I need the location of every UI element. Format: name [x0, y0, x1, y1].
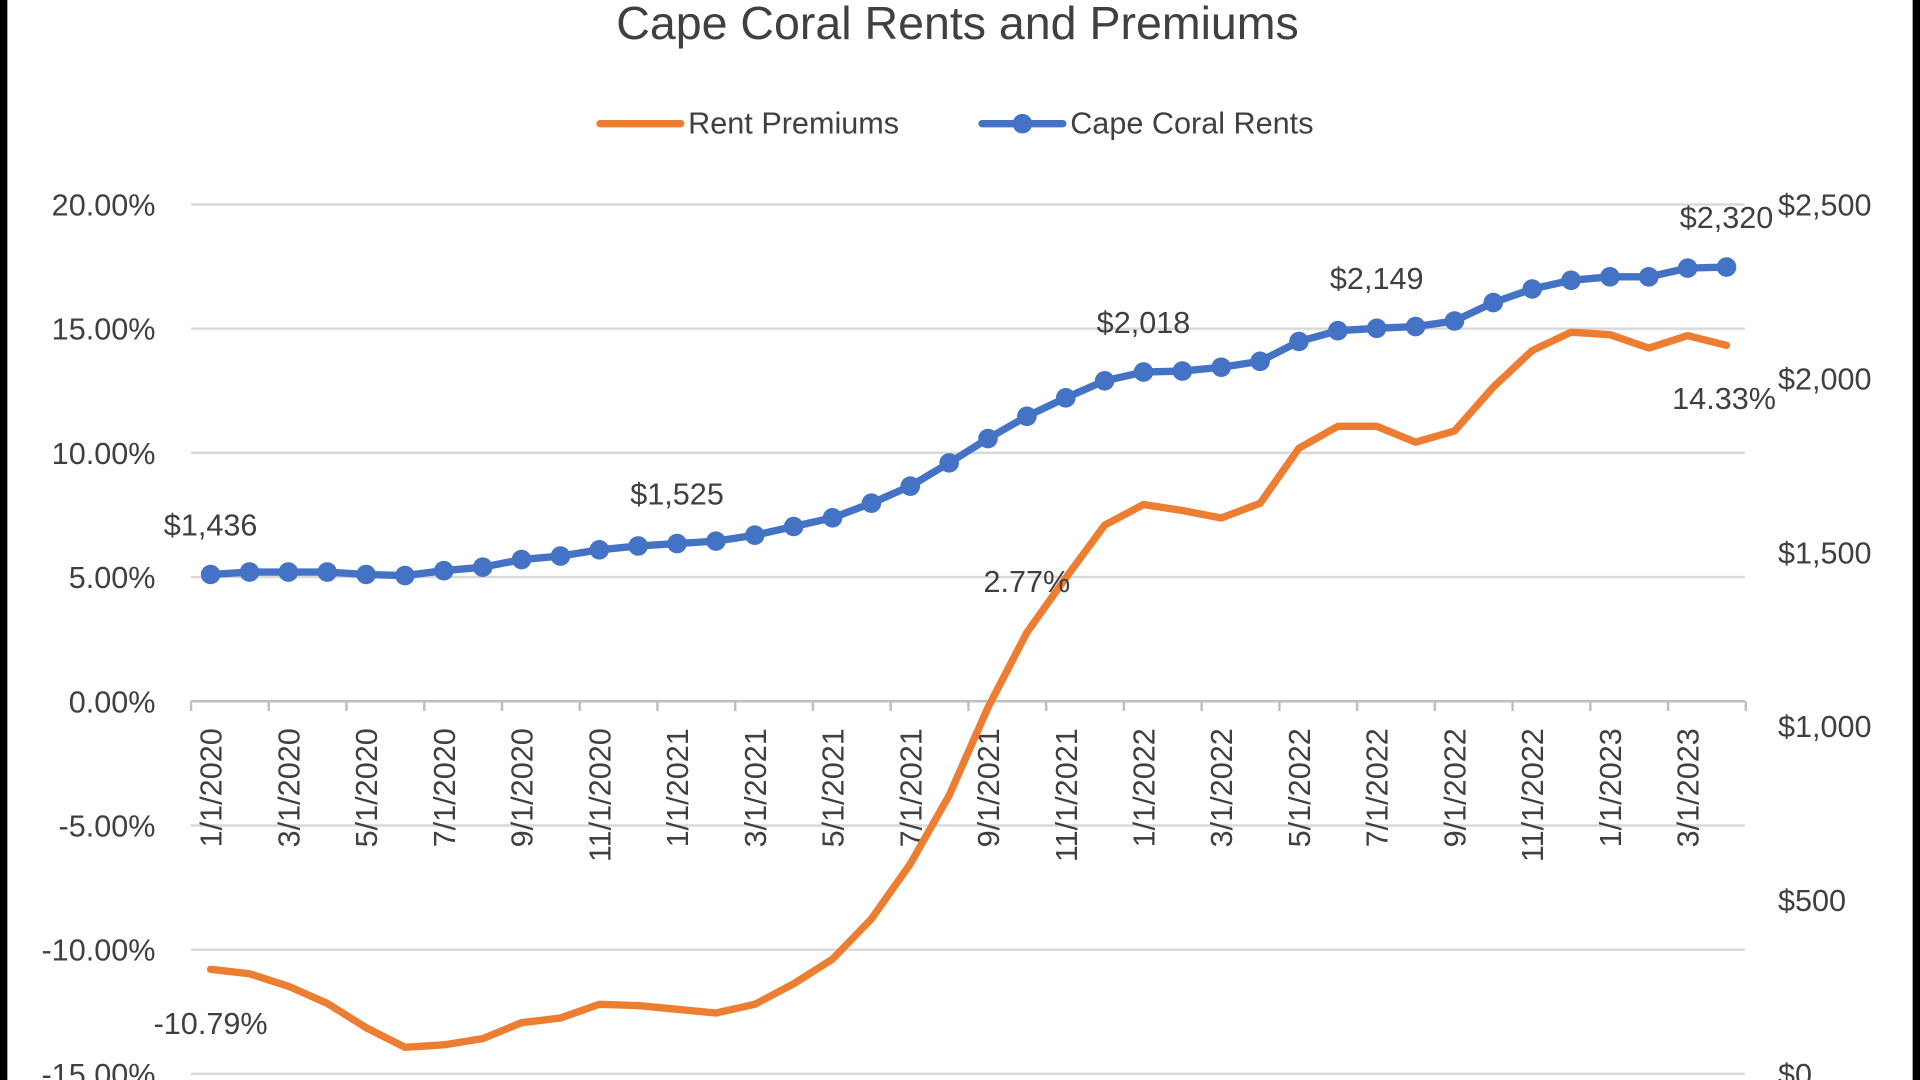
data-label: -10.79% [154, 1007, 268, 1041]
x-tick-label: 11/1/2021 [1050, 728, 1084, 862]
data-point [822, 508, 843, 528]
x-tick-label: 9/1/2021 [972, 728, 1006, 847]
x-tick-label: 9/1/2020 [506, 728, 540, 847]
data-point [1483, 292, 1504, 313]
y-right-tick-label: $1,000 [1778, 710, 1872, 744]
data-label: $2,149 [1330, 262, 1424, 296]
x-tick-label: 7/1/2020 [428, 728, 462, 847]
data-point [200, 564, 221, 585]
x-tick-label: 11/1/2022 [1516, 728, 1550, 862]
chart-border-right [1912, 0, 1920, 1080]
chart-border-left [0, 0, 8, 1080]
x-tick-label: 3/1/2020 [272, 728, 306, 847]
data-point [1055, 388, 1076, 408]
x-tick-label: 1/1/2023 [1594, 728, 1628, 847]
y-left-tick-label: -5.00% [59, 810, 156, 844]
data-label: $2,018 [1097, 306, 1191, 340]
data-point [900, 476, 921, 496]
data-point [550, 546, 571, 566]
data-point [744, 525, 765, 546]
y-right-tick-label: $2,500 [1778, 189, 1872, 223]
data-point [317, 562, 338, 582]
data-point [1172, 361, 1193, 381]
data-label: 2.77% [983, 565, 1070, 599]
data-point [589, 540, 610, 560]
x-tick-label: 3/1/2022 [1205, 728, 1239, 847]
x-tick-label: 1/1/2020 [195, 728, 229, 847]
data-point [1405, 316, 1426, 337]
x-tick-label: 9/1/2022 [1438, 728, 1472, 847]
data-point [278, 562, 299, 582]
data-label: 14.33% [1672, 382, 1776, 416]
x-tick-label: 3/1/2021 [739, 728, 773, 847]
data-point [783, 516, 804, 537]
y-left-tick-label: 0.00% [69, 685, 156, 719]
data-point [978, 428, 998, 449]
data-point [1638, 267, 1659, 287]
y-left-tick-label: 15.00% [52, 313, 156, 347]
legend-label-rent-premiums: Rent Premiums [688, 106, 899, 140]
y-right-tick-label: $2,000 [1778, 362, 1872, 396]
data-point [1677, 258, 1698, 278]
data-label: $2,320 [1680, 201, 1774, 235]
x-tick-label: 11/1/2020 [583, 728, 617, 862]
data-point [1561, 270, 1581, 291]
data-point [939, 453, 959, 473]
series-line-rent-premiums [206, 328, 1731, 1051]
data-point [706, 531, 726, 551]
y-left-tick-label: 20.00% [52, 189, 156, 223]
legend-label-cape-coral-rents: Cape Coral Rents [1070, 106, 1313, 140]
data-point [1211, 357, 1232, 378]
y-left-tick-label: -10.00% [41, 934, 155, 968]
x-tick-label: 5/1/2020 [350, 728, 384, 847]
data-point [1444, 311, 1465, 331]
y-right-tick-label: $0 [1778, 1058, 1812, 1080]
data-point [1600, 267, 1620, 287]
y-right-tick-label: $1,500 [1778, 536, 1872, 570]
y-left-tick-label: 10.00% [52, 437, 156, 471]
data-point [628, 536, 648, 556]
x-tick-label: 1/1/2022 [1128, 728, 1162, 847]
x-tick-label: 7/1/2022 [1361, 728, 1395, 847]
x-tick-label: 1/1/2021 [661, 728, 695, 847]
x-tick-label: 5/1/2021 [817, 728, 851, 847]
data-point [861, 493, 882, 514]
series-line-cape-coral-rents [206, 263, 1731, 580]
data-point [1133, 362, 1154, 382]
data-point [472, 557, 493, 577]
x-tick-label: 5/1/2022 [1283, 728, 1317, 847]
chart-title: Cape Coral Rents and Premiums [616, 0, 1299, 49]
data-point [395, 565, 415, 586]
data-point [667, 533, 687, 554]
data-point [511, 549, 532, 570]
data-point [239, 562, 260, 582]
legend: Rent Premiums Cape Coral Rents [596, 106, 1314, 140]
data-point [1522, 279, 1542, 299]
data-point [434, 560, 454, 581]
data-label: $1,525 [630, 477, 724, 511]
y-left-tick-label: -15.00% [41, 1058, 155, 1080]
data-point [1017, 406, 1037, 427]
data-point [1289, 331, 1309, 352]
data-point [1716, 257, 1737, 277]
x-tick-label: 7/1/2021 [894, 728, 928, 847]
data-label: $1,436 [164, 508, 258, 542]
data-point [1366, 318, 1387, 339]
data-point [1094, 371, 1115, 391]
data-point [1250, 351, 1270, 372]
x-tick-label: 3/1/2023 [1672, 728, 1706, 847]
data-point [1328, 320, 1348, 341]
y-left-tick-label: 5.00% [69, 561, 156, 595]
legend-marker-cape-coral-rents [1012, 113, 1033, 134]
y-right-tick-label: $500 [1778, 884, 1846, 918]
data-point [356, 564, 376, 585]
